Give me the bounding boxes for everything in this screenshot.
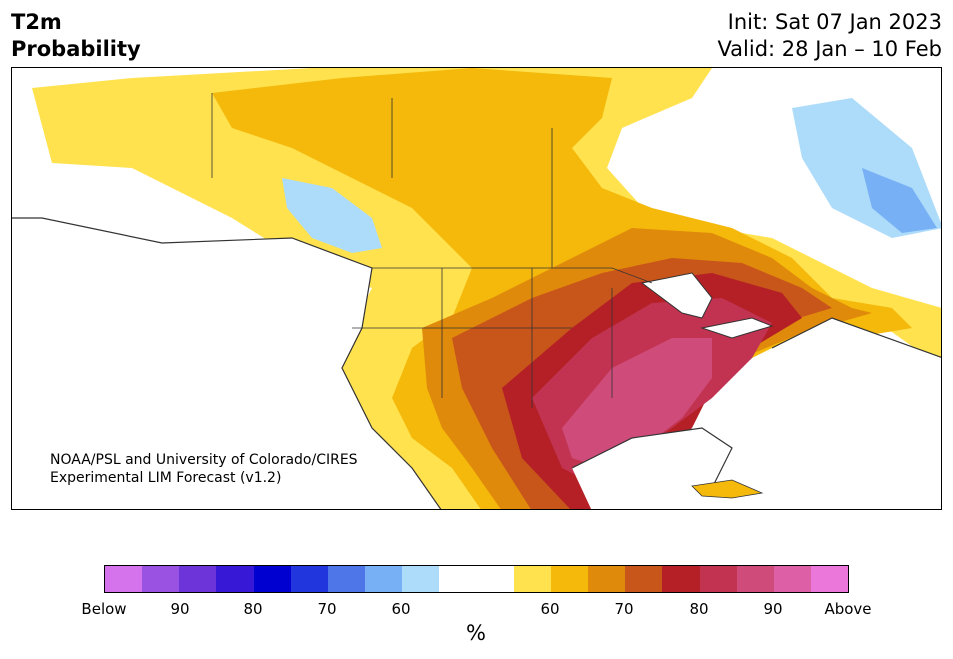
colorbar-swatch xyxy=(105,566,143,592)
credit-note: NOAA/PSL and University of Colorado/CIRE… xyxy=(50,451,358,487)
prob-above-core xyxy=(562,338,712,468)
colorbar-swatch xyxy=(476,566,514,592)
colorbar-tick-label: 60 xyxy=(391,600,411,618)
colorbar-swatch xyxy=(810,566,849,592)
political-borders xyxy=(211,93,653,408)
prob-below-70-east xyxy=(862,168,937,233)
colorbar-swatch xyxy=(662,566,700,592)
colorbar-unit: % xyxy=(466,621,486,645)
coastlines xyxy=(12,217,941,509)
valid-range: Valid: 28 Jan – 10 Feb xyxy=(717,37,942,61)
colorbar-swatch xyxy=(773,566,811,592)
colorbar-swatch xyxy=(550,566,589,592)
credit-line-1: NOAA/PSL and University of Colorado/CIRE… xyxy=(50,452,358,468)
probability-map: NOAA/PSL and University of Colorado/CIRE… xyxy=(11,67,942,510)
colorbar-swatch xyxy=(253,566,291,592)
prob-below-60-west xyxy=(282,178,382,253)
colorbar-tick-label: 60 xyxy=(540,600,560,618)
colorbar-swatch xyxy=(699,566,737,592)
colorbar-swatch xyxy=(625,566,663,592)
credit-line-2: Experimental LIM Forecast (v1.2) xyxy=(50,470,282,486)
colorbar-tick-label: 70 xyxy=(614,600,634,618)
colorbar xyxy=(104,565,849,593)
colorbar-tick-label: 90 xyxy=(170,600,190,618)
init-date: Init: Sat 07 Jan 2023 xyxy=(727,10,942,34)
title-left: T2m Probability xyxy=(11,9,141,63)
colorbar-swatch xyxy=(327,566,366,592)
colorbar-swatch xyxy=(290,566,328,592)
colorbar-tick-label: 70 xyxy=(317,600,337,618)
map-canvas xyxy=(12,68,941,509)
colorbar-swatch xyxy=(216,566,254,592)
cuba xyxy=(691,479,764,499)
colorbar-tick-label: Above xyxy=(824,600,872,618)
colorbar-swatch xyxy=(142,566,180,592)
colorbar-swatch xyxy=(513,566,551,592)
colorbar-swatch xyxy=(365,566,403,592)
colorbar-tick-label: 80 xyxy=(689,600,709,618)
variable-label: T2m xyxy=(11,10,62,34)
great-lakes xyxy=(640,272,774,339)
colorbar-swatch xyxy=(736,566,774,592)
colorbar-swatch xyxy=(179,566,217,592)
colorbar-swatch xyxy=(439,566,477,592)
atlantic-ocean xyxy=(732,318,941,509)
colorbar-tick-label: 90 xyxy=(763,600,783,618)
colorbar-tick-label: 80 xyxy=(243,600,263,618)
colorbar-tick-label: Below xyxy=(81,600,127,618)
title-right: Init: Sat 07 Jan 2023 Valid: 28 Jan – 10… xyxy=(717,9,942,63)
colorbar-swatch xyxy=(588,566,626,592)
colorbar-swatch xyxy=(402,566,440,592)
product-label: Probability xyxy=(11,37,141,61)
pacific-ocean xyxy=(12,218,441,509)
